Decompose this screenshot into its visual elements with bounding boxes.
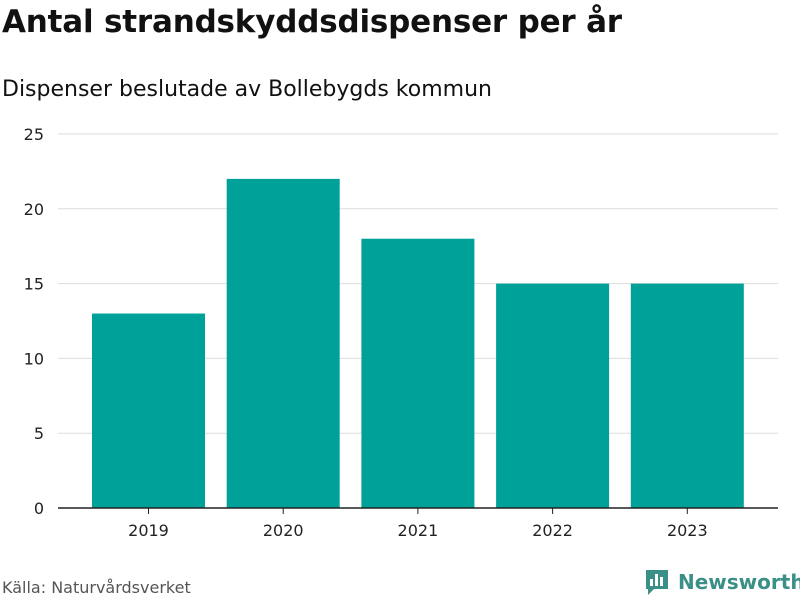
newsworthy-logo-icon [646,570,668,595]
chart-subtitle: Dispenser beslutade av Bollebygds kommun [2,77,492,102]
y-tick-label-10: 10 [24,349,44,368]
y-tick-label-15: 15 [24,275,44,294]
x-tick-label-2023: 2023 [667,521,708,540]
bar-2022[interactable] [496,283,610,508]
x-tick-label-2019: 2019 [128,521,169,540]
bar-2020[interactable] [226,178,340,508]
x-tick-label-2021: 2021 [398,521,439,540]
bars [92,178,744,508]
brand-name: Newsworthy [678,570,800,594]
y-axis-tick-labels: 0 5 10 15 20 25 [24,125,44,518]
y-tick-label-5: 5 [34,424,44,443]
bar-2023[interactable] [630,283,744,508]
y-tick-label-25: 25 [24,125,44,144]
y-tick-label-0: 0 [34,499,44,518]
source-note: Källa: Naturvårdsverket [2,578,191,597]
y-tick-label-20: 20 [24,200,44,219]
x-tick-label-2022: 2022 [532,521,573,540]
chart-title: Antal strandskyddsdispenser per år [2,4,622,40]
bar-2019[interactable] [92,313,205,508]
bar-2021[interactable] [361,238,475,508]
x-axis: 2019 2020 2021 2022 2023 [58,507,778,540]
x-tick-label-2020: 2020 [263,521,304,540]
brand-logo[interactable]: Newsworthy [644,568,800,596]
